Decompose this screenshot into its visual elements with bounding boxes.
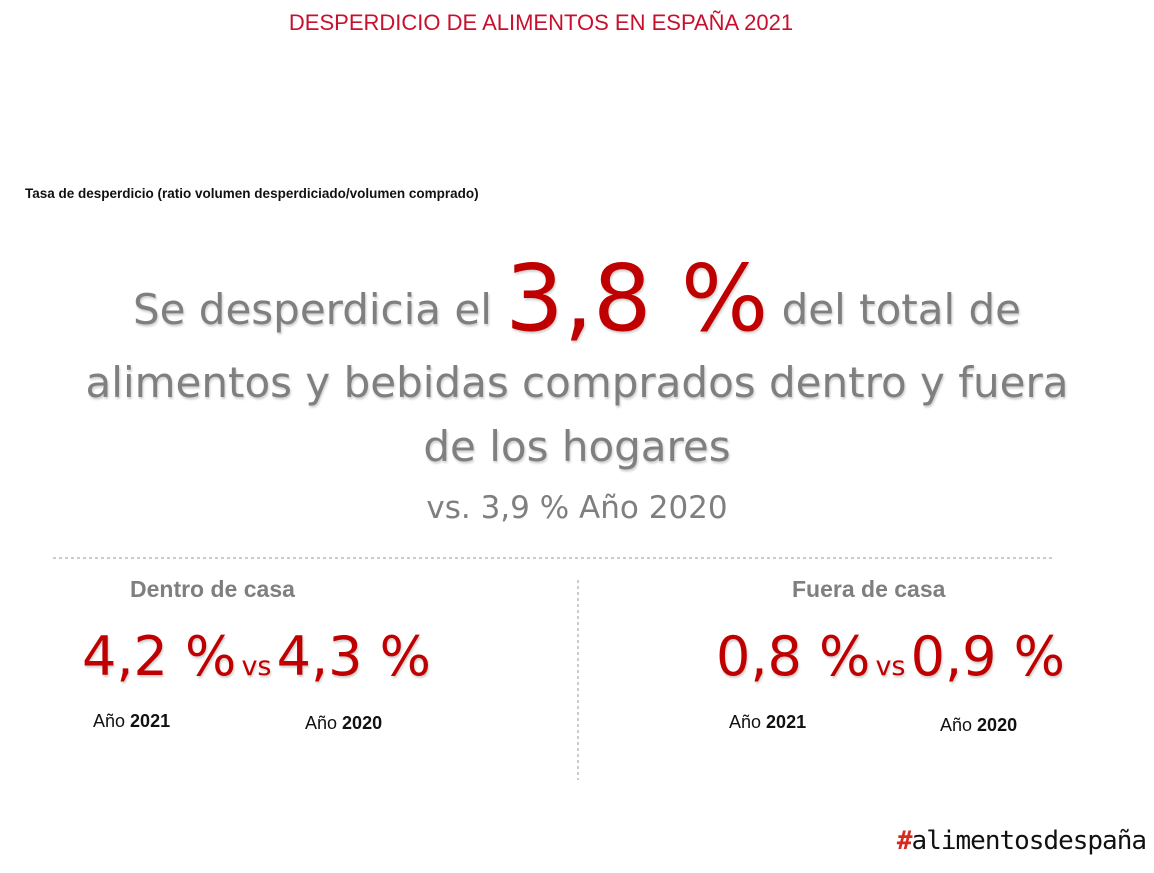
year-label: Año 2020: [305, 713, 382, 734]
block-values: 4,2 % vs 4,3 %: [82, 625, 431, 688]
value: 0,9 %: [910, 625, 1065, 688]
block-title: Fuera de casa: [792, 576, 946, 602]
year-label: Año 2021: [93, 711, 170, 732]
logo-text: alimentosdespaña: [911, 826, 1147, 856]
value: 4,3 %: [276, 625, 431, 688]
vs: vs: [875, 651, 906, 682]
headline-text: del total de: [781, 285, 1022, 334]
title: DESPERDICIO DE ALIMENTOS EN ESPAÑA 2021: [288, 10, 794, 35]
value: 0,8 %: [716, 625, 871, 688]
year-label: Año 2021: [729, 712, 806, 733]
year: 2020: [342, 713, 383, 733]
vs: vs: [241, 651, 272, 682]
label: Año: [93, 711, 126, 731]
headline-line2: alimentos y bebidas comprados dentro y f…: [85, 358, 1069, 407]
comparison: vs. 3,9 % Año 2020: [426, 490, 728, 526]
subtitle: Tasa de desperdicio (ratio volumen despe…: [25, 186, 479, 201]
logo-hash: #: [896, 826, 913, 856]
block-title: Dentro de casa: [130, 576, 295, 602]
label: Año: [305, 713, 338, 733]
headline-line3: de los hogares: [423, 422, 731, 471]
label: Año: [729, 712, 762, 732]
value: 4,2 %: [82, 625, 237, 688]
year: 2020: [977, 715, 1018, 735]
logo: #alimentosdespaña: [896, 826, 1147, 856]
headline-line1: Se desperdicia el 3,8 % del total de: [0, 245, 1154, 352]
label: Año: [940, 715, 973, 735]
headline-figure: 3,8 %: [505, 245, 769, 352]
year: 2021: [766, 712, 807, 732]
headline-text: Se desperdicia el: [132, 285, 492, 334]
year: 2021: [130, 711, 171, 731]
year-label: Año 2020: [940, 715, 1017, 736]
block-values: 0,8 % vs 0,9 %: [716, 625, 1065, 688]
